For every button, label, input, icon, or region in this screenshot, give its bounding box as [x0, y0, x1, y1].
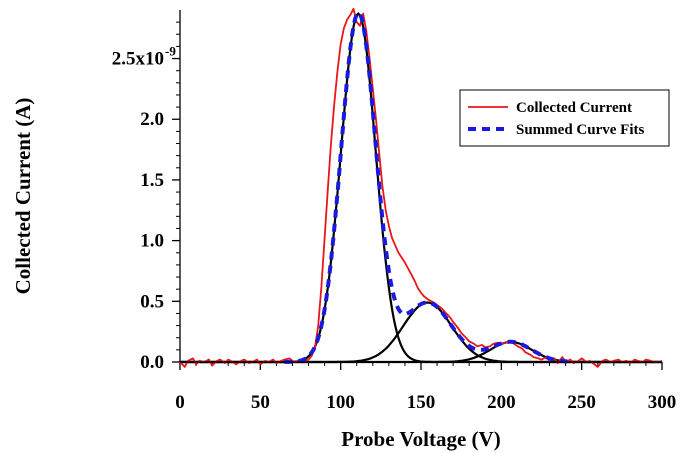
- x-tick-label: 150: [407, 392, 436, 413]
- legend-box: [459, 89, 670, 147]
- y-tick-label: 1.5: [140, 170, 164, 191]
- x-tick-label: 0: [175, 392, 185, 413]
- y-tick-label: 0.0: [140, 352, 164, 373]
- legend: Collected Current Summed Curve Fits: [459, 89, 670, 147]
- x-axis-title: Probe Voltage (V): [341, 427, 500, 451]
- data-series: [179, 7, 663, 368]
- y-axis-exponent: -9: [165, 44, 176, 59]
- component-fits: [180, 12, 662, 364]
- y-tick-label: 1.0: [140, 231, 164, 252]
- y-tick-label: 0.5: [140, 291, 164, 312]
- component-fit-2: [180, 301, 662, 364]
- y-axis-ticks: 0.0 0.5 1.0 1.5 2.0 2.5x10 -9: [112, 21, 180, 373]
- y-tick-label: 2.0: [140, 109, 164, 130]
- component-fit-3: [180, 340, 662, 364]
- x-tick-label: 300: [648, 392, 677, 413]
- series-collected-current: [179, 7, 663, 368]
- x-tick-label: 50: [251, 392, 270, 413]
- y-tick-label: 2.5x10: [112, 49, 164, 70]
- legend-label-summed-curve-fits: Summed Curve Fits: [516, 122, 644, 138]
- x-tick-label: 100: [326, 392, 355, 413]
- legend-label-collected-current: Collected Current: [516, 100, 632, 116]
- x-axis-ticks: 0 50 100 150 200 250 300: [175, 362, 676, 413]
- x-tick-label: 200: [487, 392, 516, 413]
- x-tick-label: 250: [567, 392, 596, 413]
- y-axis-title: Collected Current (A): [11, 98, 35, 295]
- series-summed-curve-fits: [284, 10, 574, 364]
- component-fit-1: [180, 12, 662, 364]
